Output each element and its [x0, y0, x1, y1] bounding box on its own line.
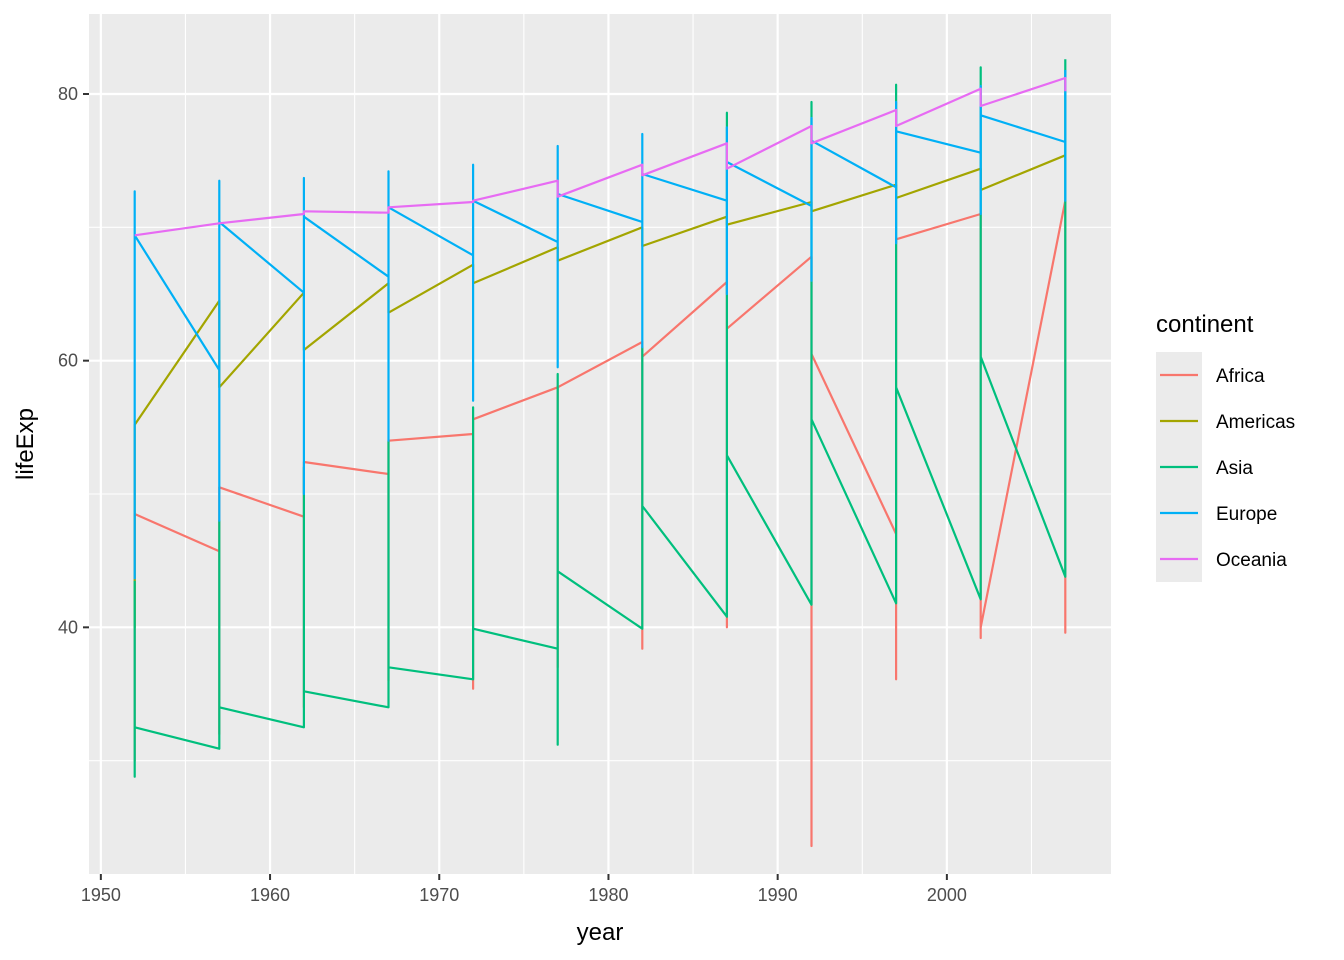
legend-label-asia: Asia [1216, 458, 1253, 479]
x-axis: 1950 1960 1970 1980 1990 2000 [81, 874, 967, 905]
x-tick-label: 1960 [250, 885, 290, 905]
legend: continent Africa Americas Asia Europe Oceani… [1156, 311, 1295, 582]
y-tick-label: 40 [58, 617, 78, 637]
series-line-africa [133, 199, 1067, 848]
legend-label-africa: Africa [1216, 366, 1265, 387]
x-axis-title: year [577, 919, 624, 946]
y-tick-label: 80 [58, 84, 78, 104]
y-axis: 40 60 80 [58, 84, 89, 637]
grid-major [89, 14, 1111, 874]
y-tick-label: 60 [58, 351, 78, 371]
y-axis-title: lifeExp [12, 408, 39, 480]
grid-minor [89, 14, 1111, 874]
x-tick-label: 1980 [588, 885, 628, 905]
series-line-oceania [134, 76, 1067, 237]
plot-panel [89, 14, 1111, 874]
x-tick-label: 2000 [927, 885, 967, 905]
legend-title: continent [1156, 311, 1254, 338]
x-tick-label: 1950 [81, 885, 121, 905]
series-layer [133, 59, 1067, 848]
x-tick-label: 1990 [758, 885, 798, 905]
legend-label-oceania: Oceania [1216, 550, 1287, 571]
x-tick-label: 1970 [419, 885, 459, 905]
legend-label-europe: Europe [1216, 504, 1277, 525]
legend-items: Africa Americas Asia Europe Oceania [1156, 352, 1295, 582]
legend-label-americas: Americas [1216, 412, 1295, 433]
